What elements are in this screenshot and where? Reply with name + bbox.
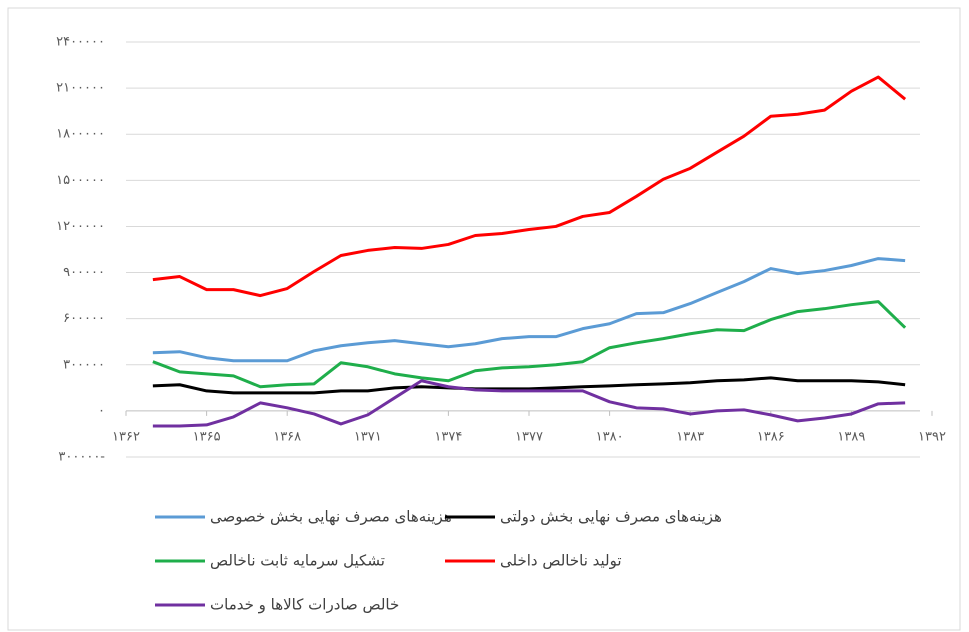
y-tick-label: ۶۰۰۰۰۰: [63, 311, 105, 326]
y-tick-label: ۲۱۰۰۰۰۰: [56, 81, 105, 96]
series-line: [153, 259, 905, 361]
y-tick-label: ۱۵۰۰۰۰۰: [56, 173, 105, 188]
x-tick-label: ۱۳۷۴: [434, 429, 462, 444]
x-tick-label: ۱۳۸۰: [596, 429, 624, 444]
y-tick-label: ۱۸۰۰۰۰۰: [56, 127, 105, 142]
series-line: [153, 77, 905, 296]
x-tick-label: ۱۳۸۳: [676, 429, 704, 444]
y-tick-label: ۲۴۰۰۰۰۰: [56, 35, 105, 50]
series-line: [153, 302, 905, 387]
legend-label: تولید ناخالص داخلی: [500, 552, 622, 570]
legend-label: هزینه‌های مصرف نهایی بخش دولتی: [500, 508, 722, 526]
y-tick-label: ۰: [98, 403, 105, 418]
x-tick-label: ۱۳۸۹: [837, 429, 865, 444]
chart: هزینه‌های مصرف نهایی بخش خصوصی هزینه‌های …: [0, 0, 969, 632]
x-tick-label: ۱۳۶۲: [112, 429, 140, 444]
x-tick-label: ۱۳۹۲: [918, 429, 946, 444]
y-tick-label: ۳۰۰۰۰۰-: [58, 450, 105, 465]
y-tick-label: ۳۰۰۰۰۰: [63, 357, 105, 372]
legend: هزینه‌های مصرف نهایی بخش خصوصی هزینه‌های …: [155, 508, 722, 614]
x-tick-label: ۱۳۶۸: [273, 429, 301, 444]
legend-label: هزینه‌های مصرف نهایی بخش خصوصی: [210, 508, 452, 526]
x-tick-label: ۱۳۷۱: [354, 429, 382, 444]
x-tick-label: ۱۳۶۵: [193, 429, 221, 444]
y-tick-label: ۱۲۰۰۰۰۰: [56, 219, 105, 234]
legend-label: خالص صادرات کالاها و خدمات: [210, 596, 399, 614]
x-tick-label: ۱۳۷۷: [515, 429, 543, 444]
legend-label: تشکیل سرمایه ثابت ناخالص: [210, 552, 385, 570]
y-tick-label: ۹۰۰۰۰۰: [63, 265, 105, 280]
page: {"chart_data": {"type": "line", "x": [13…: [0, 0, 969, 632]
x-tick-label: ۱۳۸۶: [757, 429, 785, 444]
